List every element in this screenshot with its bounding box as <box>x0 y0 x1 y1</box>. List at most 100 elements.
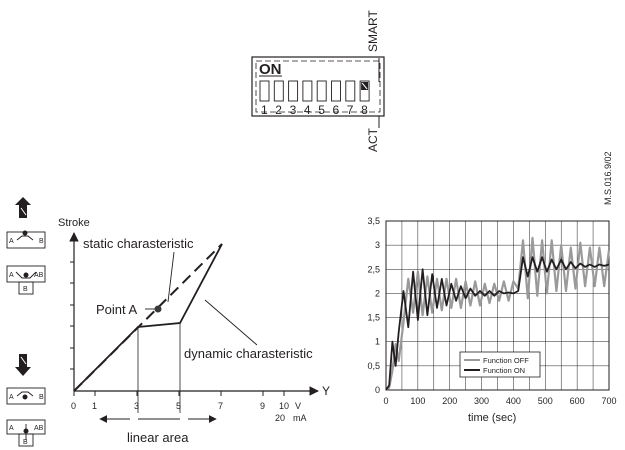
dip-number-6: 6 <box>333 103 340 117</box>
dip-lever-7 <box>345 80 356 102</box>
dip-number-5: 5 <box>318 103 325 117</box>
valve-4-port-b: B <box>23 439 28 446</box>
chart-series <box>385 236 611 391</box>
valve-symbols-bottom: A B A AB B <box>6 354 46 447</box>
chart-x-tick-500: 500 <box>538 396 553 406</box>
series-line-function-off <box>385 236 611 391</box>
dip-switch-inner-frame <box>255 60 381 113</box>
x-tick-label-5: 5 <box>176 401 181 411</box>
chart-x-tick-0: 0 <box>383 396 388 406</box>
x-tick-label-3: 3 <box>134 401 139 411</box>
valve-symbol-3 <box>6 387 46 405</box>
dip-levers <box>259 80 370 102</box>
valve-4-port-ab: AB <box>34 425 44 432</box>
y-axis-label: Stroke <box>58 217 90 229</box>
arrow-inner-stroke-icon <box>20 207 27 216</box>
characteristic-diagram: Stroke Y 0 1 3 5 7 9 10 V 20 mA Point A static… <box>58 217 330 445</box>
down-arrow-icon <box>15 354 31 376</box>
valve-symbols-top: A B A AB B <box>6 197 46 295</box>
x-tick-label-9: 9 <box>260 401 265 411</box>
dip-lever-6 <box>331 80 341 102</box>
x-unit-ma: mA <box>293 413 307 423</box>
dip-lever-5 <box>316 80 327 102</box>
arrow-inner-stroke-icon-2 <box>20 356 27 365</box>
linear-area-label: linear area <box>127 430 189 445</box>
chart-y-tick-4: 2 <box>375 288 380 298</box>
chart-y-tick-1: 0,5 <box>367 361 380 371</box>
chart-x-tick-labels: 0 100 200 300 400 500 600 700 <box>383 396 616 406</box>
x-axis-letter: Y <box>322 384 330 398</box>
valve-2-flow-path <box>15 271 37 279</box>
response-chart: 00,511,522,533,5 0 100 200 300 400 500 600 700 … <box>367 216 616 424</box>
chart-x-tick-300: 300 <box>474 396 489 406</box>
x-tick-label-0: 0 <box>71 401 76 411</box>
x-tick-ma: 20 <box>275 413 285 423</box>
dip-lever-3 <box>288 80 299 102</box>
dip-lever-knob-mark-8 <box>361 82 368 90</box>
act-label: ACT <box>366 127 380 152</box>
chart-y-tick-2: 1 <box>375 337 380 347</box>
chart-y-tick-6: 3 <box>375 240 380 250</box>
dip-lever-4 <box>302 80 313 102</box>
point-a-label: Point A <box>96 302 138 317</box>
x-tick-label-7: 7 <box>218 401 223 411</box>
valve-1-port-a: A <box>9 238 14 245</box>
chart-x-tick-700: 700 <box>601 396 616 406</box>
valve-3-port-b: B <box>39 394 44 401</box>
chart-y-tick-labels: 0 0,5 1 1,5 2 2,5 3 3,5 <box>367 216 380 395</box>
dip-on-label: ON <box>259 61 282 78</box>
valve-2-port-ab: AB <box>34 272 44 279</box>
chart-plot-frame <box>385 220 610 391</box>
chart-x-tick-100: 100 <box>410 396 425 406</box>
chart-y-tick-3: 1,5 <box>367 313 380 323</box>
static-characteristic-label: static charasteristic <box>83 236 194 251</box>
chart-legend: Function OFF Function ON <box>459 351 541 378</box>
valve-4-port-a: A <box>9 425 14 432</box>
legend-label-function-off: Function OFF <box>483 356 529 365</box>
y-axis-ticks <box>70 239 74 370</box>
dip-number-8: 8 <box>361 103 368 117</box>
valve-3-flow-path <box>16 391 34 397</box>
chart-y-tick-0: 0 <box>375 385 380 395</box>
dip-switch-housing <box>251 56 385 117</box>
x-tick-label-1: 1 <box>92 401 97 411</box>
valve-1-flow-path <box>16 235 34 241</box>
chart-x-tick-600: 600 <box>570 396 585 406</box>
valve-4-plug <box>23 428 29 434</box>
valve-2-port-a: A <box>9 272 14 279</box>
valve-3-plug <box>22 394 28 400</box>
point-a-marker <box>154 305 162 313</box>
dip-number-4: 4 <box>304 103 311 117</box>
legend-label-function-on: Function ON <box>483 366 525 375</box>
valve-2-plug <box>23 272 29 278</box>
smart-label: SMART <box>366 10 380 52</box>
valve-1-plug <box>22 230 28 236</box>
dip-lever-1 <box>259 80 270 102</box>
chart-x-tick-400: 400 <box>506 396 521 406</box>
valve-1-port-b: B <box>39 238 44 245</box>
dynamic-characteristic-label: dynamic charasteristic <box>184 346 313 361</box>
dynamic-label-leader <box>204 299 258 346</box>
up-arrow-icon <box>15 197 31 218</box>
dip-lever-8 <box>359 80 370 102</box>
dip-number-1: 1 <box>261 103 268 117</box>
chart-y-tick-7: 3,5 <box>367 216 380 226</box>
chart-x-axis-label: time (sec) <box>468 412 516 424</box>
series-line-function-on <box>385 256 610 391</box>
chart-y-tick-5: 2,5 <box>367 264 380 274</box>
document-code: M.S.016.9/02 <box>603 151 613 205</box>
dip-number-7: 7 <box>347 103 354 117</box>
legend-box <box>459 351 541 378</box>
valve-2-bottom-port <box>18 281 34 295</box>
dip-lever-2 <box>273 80 284 102</box>
dip-number-2: 2 <box>275 103 282 117</box>
dip-number-3: 3 <box>290 103 297 117</box>
x-axis-ticks: 0 1 3 5 7 9 10 <box>71 391 289 411</box>
chart-x-tick-200: 200 <box>442 396 457 406</box>
valve-3-port-a: A <box>9 394 14 401</box>
x-unit-v: V <box>295 401 301 411</box>
static-label-leader <box>167 251 175 303</box>
dynamic-characteristic-line <box>73 243 223 392</box>
